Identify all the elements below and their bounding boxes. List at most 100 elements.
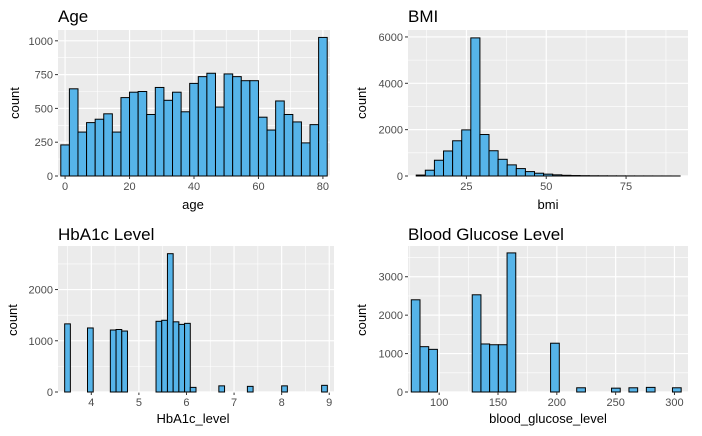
histogram-bar: [479, 134, 490, 177]
histogram-bar: [111, 131, 122, 177]
histogram-bar: [87, 327, 94, 393]
histogram-bar: [77, 131, 88, 177]
histogram-bar: [197, 76, 208, 177]
histogram-bar: [443, 150, 454, 177]
histogram-bar: [178, 323, 186, 393]
histogram-bar: [488, 150, 499, 177]
histogram-bar: [318, 36, 328, 177]
histogram-bar: [534, 172, 545, 177]
histogram-hba1c-level: HbA1c Level HbA1c_level count 4 5 6 7 8 9 0 100…: [5, 225, 334, 426]
histogram-bar: [309, 124, 320, 177]
histogram-bar: [60, 144, 70, 177]
histogram-bar: [86, 122, 96, 177]
x-tick-label: 9: [326, 397, 332, 409]
y-tick-label: 2000: [379, 125, 403, 137]
x-tick-label: 25: [460, 181, 472, 193]
y-tick-label: 2000: [379, 310, 403, 322]
histogram-bar: [249, 80, 259, 177]
x-tick-label: 40: [188, 181, 200, 193]
y-tick-label: 0: [397, 387, 403, 399]
histogram-bar: [419, 346, 430, 393]
histogram-bar: [121, 330, 128, 393]
histogram-bar: [120, 97, 131, 177]
histogram-bar: [189, 386, 197, 393]
x-tick-label: 20: [123, 181, 135, 193]
histogram-bar: [645, 386, 656, 393]
panel-title: Blood Glucose Level: [408, 225, 564, 244]
histogram-bar: [184, 322, 191, 393]
y-tick-label: 4000: [379, 78, 403, 90]
x-tick-label: 6: [183, 397, 189, 409]
y-tick-label: 250: [35, 137, 53, 149]
histogram-bar: [489, 344, 499, 393]
histogram-bar: [628, 387, 639, 393]
y-tick-label: 0: [397, 171, 403, 183]
y-tick-label: 1000: [29, 36, 53, 48]
histogram-bar: [146, 113, 156, 177]
y-axis-label: count: [354, 304, 369, 336]
histogram-bar: [321, 384, 328, 393]
y-tick-label: 1000: [379, 349, 403, 361]
x-axis-label: age: [182, 197, 204, 212]
panel-title: BMI: [408, 7, 438, 26]
y-axis-label: count: [5, 304, 20, 336]
histogram-bar: [470, 37, 481, 177]
histogram-bar: [172, 321, 180, 393]
histogram-bar: [223, 73, 234, 177]
histogram-bar: [552, 174, 563, 177]
y-axis-label: count: [354, 87, 369, 119]
x-tick-label: 75: [620, 181, 632, 193]
histogram-bar: [410, 299, 421, 393]
histogram-bar: [232, 76, 242, 177]
histogram-bar: [257, 116, 268, 177]
histogram-bar: [611, 387, 621, 393]
histogram-bar: [433, 159, 445, 177]
histogram-bar: [506, 164, 517, 177]
x-tick-label: 300: [665, 397, 683, 409]
histogram-bar: [471, 294, 482, 393]
x-tick-label: 8: [279, 397, 285, 409]
histogram-bar: [300, 142, 311, 177]
histogram-bmi: BMI bmi count 25 50 75 0 2000 4000 6000: [354, 7, 688, 212]
plot-background: [408, 246, 688, 392]
histogram-bar: [497, 158, 508, 177]
histogram-bar: [115, 329, 123, 393]
histogram-bar: [428, 348, 438, 393]
x-tick-label: 5: [136, 397, 142, 409]
histogram-bar: [129, 91, 139, 177]
y-tick-label: 0: [47, 387, 53, 399]
histogram-bar: [283, 113, 294, 177]
panel-title: Age: [58, 7, 88, 26]
histogram-bar: [64, 323, 71, 393]
x-tick-label: 60: [252, 181, 264, 193]
histogram-age: Age age count 0 20 40 60 80 0 250 500 750 1000: [7, 7, 330, 212]
histogram-bar: [671, 387, 682, 393]
histogram-bar: [292, 121, 302, 177]
x-tick-label: 0: [62, 181, 68, 193]
histogram-bar: [424, 169, 435, 177]
y-tick-label: 2000: [29, 285, 53, 297]
histogram-bar: [161, 319, 168, 393]
histogram-bar: [214, 106, 225, 177]
x-tick-label: 7: [231, 397, 237, 409]
panel-title: HbA1c Level: [58, 225, 154, 244]
histogram-bar: [137, 91, 148, 177]
x-axis-label: blood_glucose_level: [489, 411, 607, 426]
histogram-bar: [550, 342, 560, 393]
x-tick-label: 100: [430, 397, 448, 409]
histogram-bar: [103, 113, 113, 177]
histogram-bar: [281, 385, 288, 393]
x-axis-label: HbA1c_level: [157, 411, 230, 426]
histogram-bar: [275, 100, 285, 177]
y-tick-label: 6000: [379, 32, 403, 44]
x-tick-label: 50: [540, 181, 552, 193]
histogram-bar: [515, 168, 526, 177]
x-tick-label: 4: [88, 397, 94, 409]
histogram-bar: [68, 88, 79, 177]
x-tick-label: 200: [548, 397, 566, 409]
histogram-bar: [189, 82, 199, 177]
histogram-blood-glucose-level: Blood Glucose Level blood_glucose_level …: [354, 225, 688, 426]
y-axis-label: count: [7, 87, 22, 119]
histogram-bar: [172, 91, 182, 177]
